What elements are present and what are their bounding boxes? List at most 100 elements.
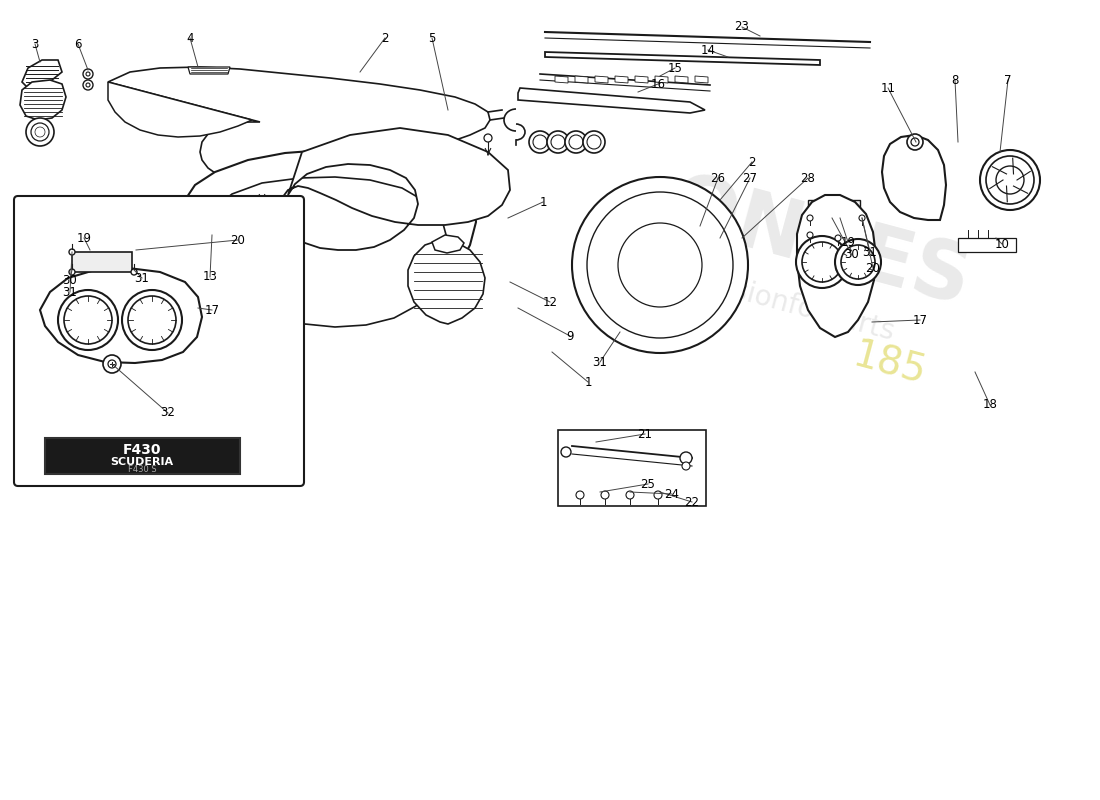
Polygon shape [75, 392, 162, 464]
Text: F430: F430 [123, 443, 162, 457]
Circle shape [69, 269, 75, 275]
Text: 14: 14 [701, 43, 715, 57]
Circle shape [835, 239, 881, 285]
Bar [72, 252, 132, 272]
Circle shape [572, 177, 748, 353]
Circle shape [103, 355, 121, 373]
Polygon shape [695, 76, 708, 83]
Polygon shape [798, 195, 876, 337]
Polygon shape [432, 235, 464, 253]
Circle shape [86, 83, 90, 87]
Circle shape [859, 215, 865, 221]
Circle shape [547, 131, 569, 153]
Polygon shape [108, 67, 490, 182]
Circle shape [986, 156, 1034, 204]
Polygon shape [280, 128, 510, 250]
Polygon shape [40, 268, 202, 363]
Text: 19: 19 [77, 231, 91, 245]
Text: 25: 25 [640, 478, 656, 490]
Text: 26: 26 [711, 171, 726, 185]
Text: 20: 20 [231, 234, 245, 246]
Text: 30: 30 [845, 249, 859, 262]
Text: 3: 3 [31, 38, 38, 50]
Bar [45, 438, 240, 474]
Circle shape [587, 192, 733, 338]
Text: passionforparts: passionforparts [682, 263, 898, 346]
Text: 13: 13 [202, 270, 218, 283]
Circle shape [484, 134, 492, 142]
Circle shape [551, 135, 565, 149]
Polygon shape [185, 150, 476, 325]
Text: 18: 18 [982, 398, 998, 411]
Circle shape [980, 150, 1040, 210]
Circle shape [626, 491, 634, 499]
Polygon shape [882, 135, 946, 220]
Text: 31: 31 [63, 286, 77, 298]
Text: 185: 185 [849, 337, 931, 393]
Circle shape [82, 69, 94, 79]
Circle shape [807, 232, 813, 238]
Circle shape [122, 290, 182, 350]
Text: 16: 16 [650, 78, 666, 90]
Text: 22: 22 [684, 495, 700, 509]
Circle shape [807, 215, 813, 221]
Circle shape [802, 242, 842, 282]
Polygon shape [615, 76, 628, 83]
Circle shape [529, 131, 551, 153]
Text: 17: 17 [205, 303, 220, 317]
Circle shape [569, 135, 583, 149]
Text: ONCES: ONCES [661, 167, 979, 322]
Text: 7: 7 [1004, 74, 1012, 86]
Circle shape [561, 447, 571, 457]
Circle shape [108, 360, 115, 368]
Circle shape [86, 72, 90, 76]
Text: SCUDERIA: SCUDERIA [110, 457, 174, 467]
Polygon shape [675, 76, 688, 83]
Text: 12: 12 [542, 295, 558, 309]
Polygon shape [518, 88, 705, 113]
Text: 19: 19 [840, 235, 856, 249]
Polygon shape [182, 206, 232, 248]
Circle shape [618, 223, 702, 307]
Circle shape [128, 296, 176, 344]
Circle shape [601, 491, 609, 499]
Text: 31: 31 [134, 271, 150, 285]
Text: F430 S: F430 S [128, 466, 156, 474]
Polygon shape [556, 76, 568, 83]
Circle shape [835, 235, 842, 241]
Circle shape [131, 269, 138, 275]
Text: 1: 1 [584, 375, 592, 389]
Circle shape [680, 452, 692, 464]
Circle shape [654, 491, 662, 499]
Circle shape [576, 491, 584, 499]
Polygon shape [108, 82, 252, 137]
Bar [558, 430, 706, 506]
Text: 21: 21 [638, 427, 652, 441]
Polygon shape [22, 60, 62, 88]
Text: 10: 10 [994, 238, 1010, 250]
Polygon shape [408, 240, 485, 324]
Circle shape [842, 245, 874, 279]
Polygon shape [20, 80, 66, 120]
Circle shape [587, 135, 601, 149]
Polygon shape [654, 76, 668, 83]
Polygon shape [595, 76, 608, 83]
Circle shape [534, 135, 547, 149]
Circle shape [911, 138, 918, 146]
Text: 6: 6 [75, 38, 81, 50]
Polygon shape [214, 177, 448, 327]
Circle shape [996, 166, 1024, 194]
Circle shape [69, 249, 75, 255]
Circle shape [796, 236, 848, 288]
Circle shape [26, 118, 54, 146]
Text: 28: 28 [801, 171, 815, 185]
FancyBboxPatch shape [14, 196, 304, 486]
Text: 31: 31 [862, 246, 878, 258]
Circle shape [58, 290, 118, 350]
Circle shape [204, 222, 212, 230]
Text: 31: 31 [593, 355, 607, 369]
Circle shape [583, 131, 605, 153]
Text: 1: 1 [539, 195, 547, 209]
Text: 27: 27 [742, 171, 758, 185]
Circle shape [31, 123, 50, 141]
